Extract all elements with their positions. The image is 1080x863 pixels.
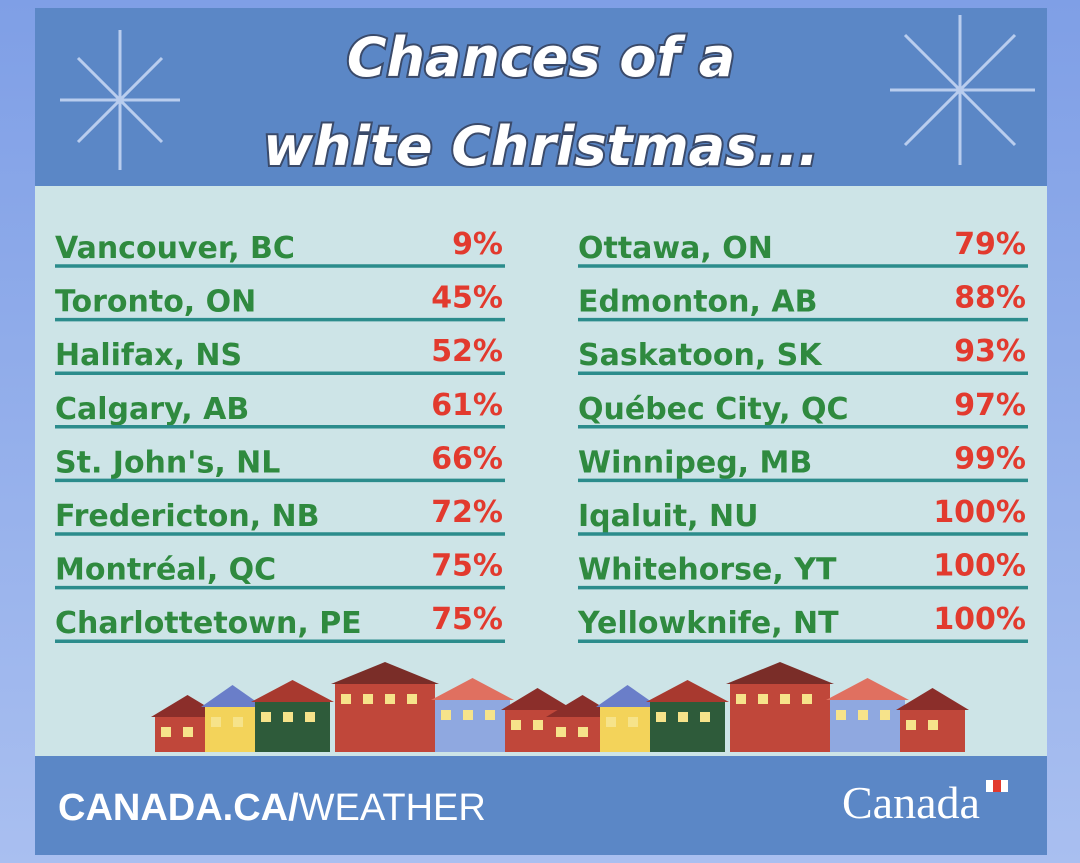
house-wall <box>900 710 965 752</box>
house-window <box>780 694 790 704</box>
snowflake-strokes <box>890 15 1035 165</box>
city-name: Québec City, QC <box>578 392 848 427</box>
houses-illustration <box>151 662 969 752</box>
chance-value: 45% <box>431 281 503 316</box>
city-name: Ottawa, ON <box>578 231 773 266</box>
chance-value: 100% <box>933 549 1026 584</box>
city-list: Vancouver, BC 9% Toronto, ON 45% Halifax, NS… <box>55 227 1028 643</box>
city-name: Edmonton, AB <box>578 285 817 320</box>
house-window <box>511 720 521 730</box>
city-name: Whitehorse, YT <box>578 553 837 588</box>
header-band <box>35 8 1047 186</box>
house-window <box>407 694 417 704</box>
house-window <box>233 717 243 727</box>
house-window <box>606 717 616 727</box>
house-window <box>880 710 890 720</box>
city-name: Iqaluit, NU <box>578 499 758 534</box>
chance-value: 52% <box>431 334 503 369</box>
house-window <box>533 720 543 730</box>
house-roof <box>726 662 834 684</box>
house-roof <box>896 688 969 710</box>
house-window <box>678 712 688 722</box>
chance-value: 100% <box>933 495 1026 530</box>
chance-value: 75% <box>431 549 503 584</box>
house-window <box>758 694 768 704</box>
house-window <box>836 710 846 720</box>
house-window <box>363 694 373 704</box>
house-roof <box>646 680 729 702</box>
city-name: Calgary, AB <box>55 392 249 427</box>
footer-url: CANADA.CA/WEATHER <box>58 787 486 829</box>
chance-value: 100% <box>933 602 1026 637</box>
house-window <box>700 712 710 722</box>
house-window <box>283 712 293 722</box>
house-window <box>305 712 315 722</box>
footer-url-bold: CANADA.CA/ <box>58 787 299 829</box>
house-roof <box>201 685 264 707</box>
house-wall <box>255 702 330 752</box>
chance-value: 72% <box>431 495 503 530</box>
house-window <box>906 720 916 730</box>
snowflake <box>60 30 180 170</box>
wordmark: Canada <box>842 777 980 828</box>
house-wall <box>650 702 725 752</box>
house-window <box>628 717 638 727</box>
house-window <box>211 717 221 727</box>
house-roof <box>431 678 514 700</box>
house-window <box>736 694 746 704</box>
footer-band <box>35 756 1047 855</box>
house-window <box>463 710 473 720</box>
city-name: Charlottetown, PE <box>55 606 362 641</box>
house-window <box>858 710 868 720</box>
house-window <box>161 727 171 737</box>
house-wall <box>600 707 655 752</box>
city-name: Toronto, ON <box>55 285 256 320</box>
snowflake <box>890 15 1035 165</box>
house-roof <box>331 662 439 684</box>
chance-value: 61% <box>431 388 503 423</box>
house-window <box>183 727 193 737</box>
house-window <box>485 710 495 720</box>
title-line: white Christmas... <box>263 115 819 178</box>
city-name: Winnipeg, MB <box>578 445 812 480</box>
house-roof <box>826 678 909 700</box>
chance-value: 99% <box>954 441 1026 476</box>
city-name: St. John's, NL <box>55 445 280 480</box>
city-name: Saskatoon, SK <box>578 338 823 373</box>
house-window <box>441 710 451 720</box>
chance-value: 9% <box>452 227 503 262</box>
house-window <box>802 694 812 704</box>
city-name: Montréal, QC <box>55 553 276 588</box>
house-wall <box>830 700 905 752</box>
house-roof <box>251 680 334 702</box>
chance-value: 75% <box>431 602 503 637</box>
city-name: Vancouver, BC <box>55 231 295 266</box>
chance-value: 66% <box>431 441 503 476</box>
house-wall <box>435 700 510 752</box>
city-name: Halifax, NS <box>55 338 242 373</box>
house-window <box>341 694 351 704</box>
house-window <box>578 727 588 737</box>
chance-value: 88% <box>954 281 1026 316</box>
title-line: Chances of a <box>347 26 735 89</box>
house-window <box>261 712 271 722</box>
chance-value: 97% <box>954 388 1026 423</box>
snowflake-strokes <box>60 30 180 170</box>
house-roof <box>501 688 574 710</box>
footer-url-rest: WEATHER <box>299 787 486 829</box>
chance-value: 93% <box>954 334 1026 369</box>
chance-value: 79% <box>954 227 1026 262</box>
city-name: Fredericton, NB <box>55 499 320 534</box>
house-window <box>656 712 666 722</box>
house-window <box>928 720 938 730</box>
flag-leaf <box>993 780 1001 792</box>
house-window <box>556 727 566 737</box>
body-panel <box>35 186 1047 756</box>
house-wall <box>205 707 260 752</box>
house-window <box>385 694 395 704</box>
city-name: Yellowknife, NT <box>577 606 839 641</box>
house-roof <box>596 685 659 707</box>
